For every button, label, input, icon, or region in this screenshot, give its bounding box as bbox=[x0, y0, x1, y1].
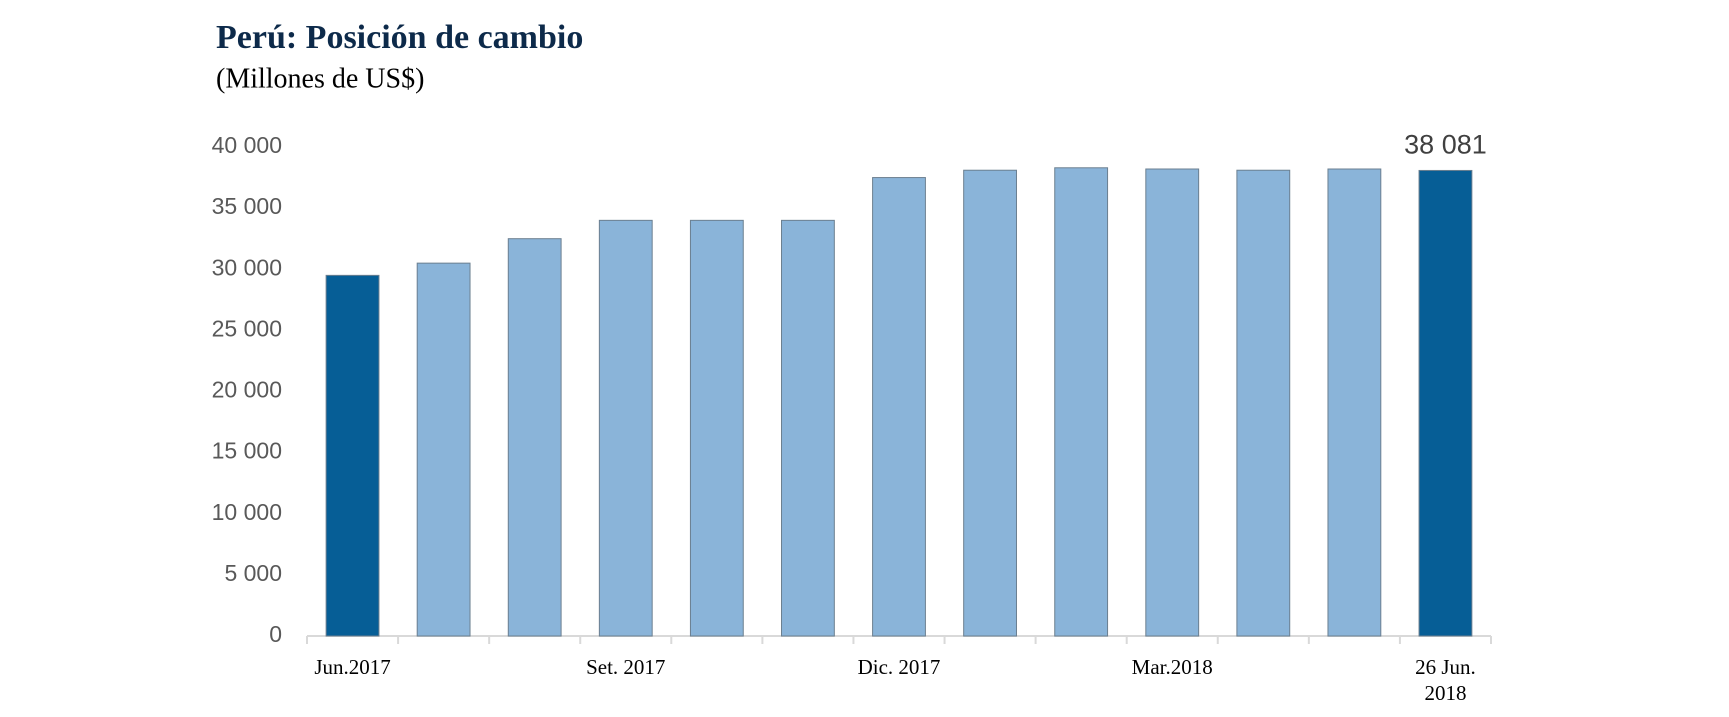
y-tick-label: 35 000 bbox=[212, 193, 282, 219]
y-tick-label: 30 000 bbox=[212, 254, 282, 280]
x-tick-label: Dic. 2017 bbox=[857, 655, 941, 679]
x-tick-label: Mar.2018 bbox=[1131, 655, 1213, 679]
chart-title: Perú: Posición de cambio bbox=[216, 19, 583, 56]
x-tick-label: Jun.2017 bbox=[314, 655, 391, 679]
y-tick-label: 40 000 bbox=[212, 132, 282, 158]
bar bbox=[872, 177, 926, 637]
bar bbox=[1418, 169, 1473, 637]
y-tick-label: 10 000 bbox=[212, 499, 282, 525]
bar bbox=[1145, 168, 1200, 637]
y-tick-label: 25 000 bbox=[212, 315, 282, 341]
bar bbox=[507, 238, 562, 637]
bar bbox=[325, 274, 380, 637]
y-tick-label: 20 000 bbox=[212, 377, 282, 403]
y-tick-label: 15 000 bbox=[212, 438, 282, 464]
bar bbox=[1054, 167, 1109, 637]
chart-subtitle: (Millones de US$) bbox=[216, 63, 424, 94]
bar bbox=[781, 219, 835, 637]
y-tick-label: 0 bbox=[269, 621, 282, 647]
bar bbox=[963, 169, 1017, 637]
x-tick-label: 26 Jun. 2018 bbox=[1415, 655, 1476, 705]
data-label: 38 081 bbox=[1404, 130, 1487, 160]
bar bbox=[1236, 169, 1291, 637]
bar bbox=[416, 262, 471, 637]
bar bbox=[598, 219, 653, 637]
x-tick-label: Set. 2017 bbox=[586, 655, 666, 679]
bar bbox=[689, 219, 744, 637]
bar bbox=[1327, 168, 1382, 637]
y-tick-label: 5 000 bbox=[224, 560, 282, 586]
